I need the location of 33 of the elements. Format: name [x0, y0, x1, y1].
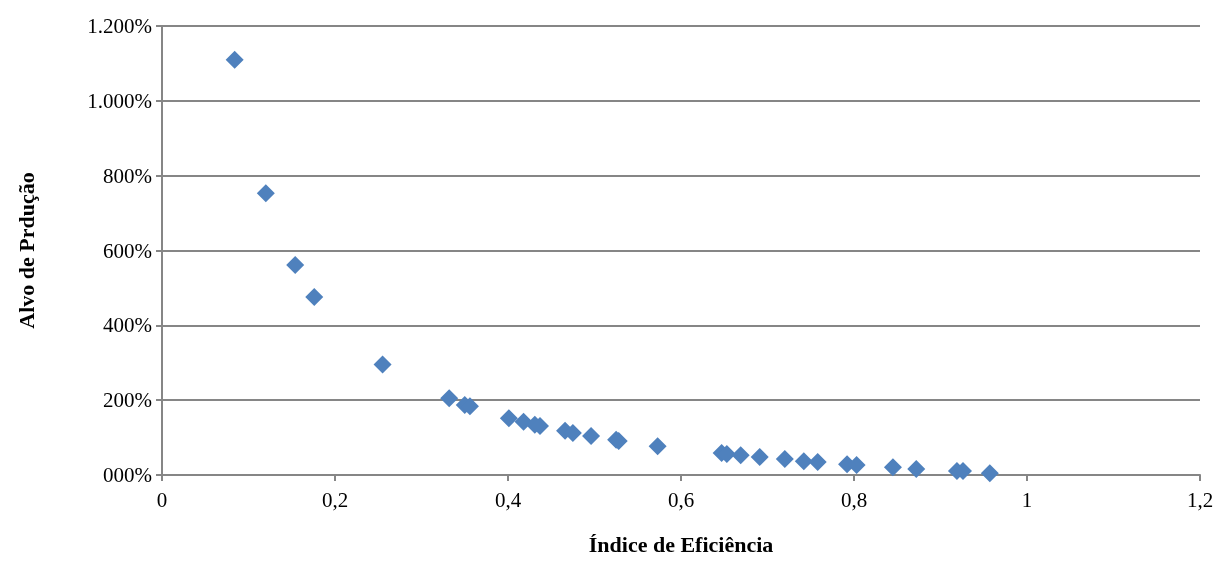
y-tick-label: 1.000% [87, 88, 152, 113]
x-tick-label: 1,2 [1186, 487, 1214, 512]
point [286, 256, 305, 275]
x-tick-label: 0,8 [840, 487, 868, 512]
point [582, 427, 601, 446]
point [883, 458, 902, 477]
point [499, 409, 518, 428]
x-tick-label: 0,4 [494, 487, 522, 512]
x-tick-label: 0,2 [321, 487, 349, 512]
point [775, 449, 794, 468]
point [731, 446, 750, 465]
point [808, 452, 827, 471]
y-tick-label: 600% [103, 238, 152, 263]
point [980, 464, 999, 483]
point [225, 50, 244, 69]
x-axis-title: Índice de Eficiência [588, 531, 774, 557]
point [256, 184, 275, 203]
point [305, 287, 324, 306]
x-tick-label: 1 [1021, 487, 1033, 512]
y-tick-label: 1.200% [87, 14, 152, 38]
y-tick-label: 000% [103, 463, 152, 487]
y-axis-title: Alvo de Prdução [13, 172, 39, 329]
x-tick-label: 0,6 [667, 487, 695, 512]
point [648, 437, 667, 456]
point [794, 452, 813, 471]
point [907, 460, 926, 479]
y-tick-label: 400% [103, 313, 152, 338]
y-tick-label: 200% [103, 388, 152, 413]
x-tick-label: 0 [156, 487, 168, 512]
y-tick-label: 800% [103, 163, 152, 188]
point [373, 355, 392, 374]
point [750, 448, 769, 467]
point [440, 389, 459, 408]
